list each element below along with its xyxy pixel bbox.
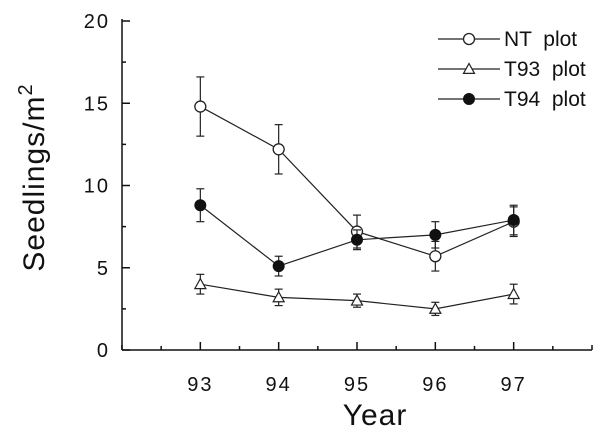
legend-label: NT plot bbox=[504, 28, 577, 51]
marker-filled-circle bbox=[463, 93, 475, 105]
y-axis-title-superscript: 2 bbox=[15, 83, 37, 95]
marker-filled-circle bbox=[194, 199, 207, 212]
y-tick-label: 15 bbox=[84, 93, 110, 115]
marker-open-circle bbox=[462, 32, 476, 46]
x-axis-title: Year bbox=[343, 399, 408, 432]
series-layer bbox=[193, 76, 521, 317]
marker-open-triangle bbox=[350, 293, 364, 306]
marker-open-triangle bbox=[428, 302, 442, 314]
legend-label: T94 plot bbox=[504, 88, 586, 111]
marker-filled-circle bbox=[507, 214, 520, 227]
marker-open-triangle bbox=[462, 62, 476, 75]
x-tick-label: 96 bbox=[422, 374, 448, 396]
legend-entry: T93 plot bbox=[438, 58, 586, 81]
y-tick-label: 20 bbox=[84, 11, 110, 33]
marker-open-triangle bbox=[507, 287, 521, 300]
x-tick-label: 95 bbox=[344, 374, 370, 396]
marker-filled-circle bbox=[351, 233, 363, 246]
x-tick-label: 94 bbox=[266, 374, 292, 396]
marker-open-circle bbox=[194, 100, 207, 113]
axes: 0 5 10 15 20 93 94 95 96 97 bbox=[84, 11, 593, 396]
marker-filled-circle bbox=[429, 228, 442, 241]
y-axis-title-main: Seedlings/m bbox=[18, 96, 51, 272]
series-2 bbox=[194, 188, 520, 277]
y-tick-label: 5 bbox=[97, 258, 110, 280]
y-axis-title: Seedlings/m2 bbox=[15, 83, 51, 271]
legend-entry: NT plot bbox=[438, 28, 577, 51]
marker-open-triangle bbox=[272, 290, 286, 303]
y-tick-label: 0 bbox=[97, 340, 110, 362]
x-tick-label: 97 bbox=[501, 374, 527, 396]
legend: NT plot T93 plot T94 plot bbox=[438, 28, 586, 111]
y-tick-label: 10 bbox=[84, 176, 110, 198]
legend-label: T93 plot bbox=[504, 58, 586, 81]
marker-open-circle bbox=[429, 250, 442, 263]
legend-entry: T94 plot bbox=[438, 88, 586, 111]
marker-open-circle bbox=[272, 143, 285, 156]
marker-filled-circle bbox=[272, 260, 285, 273]
marker-open-triangle bbox=[193, 277, 207, 290]
x-tick-label: 93 bbox=[187, 374, 213, 396]
series-1 bbox=[193, 273, 521, 317]
